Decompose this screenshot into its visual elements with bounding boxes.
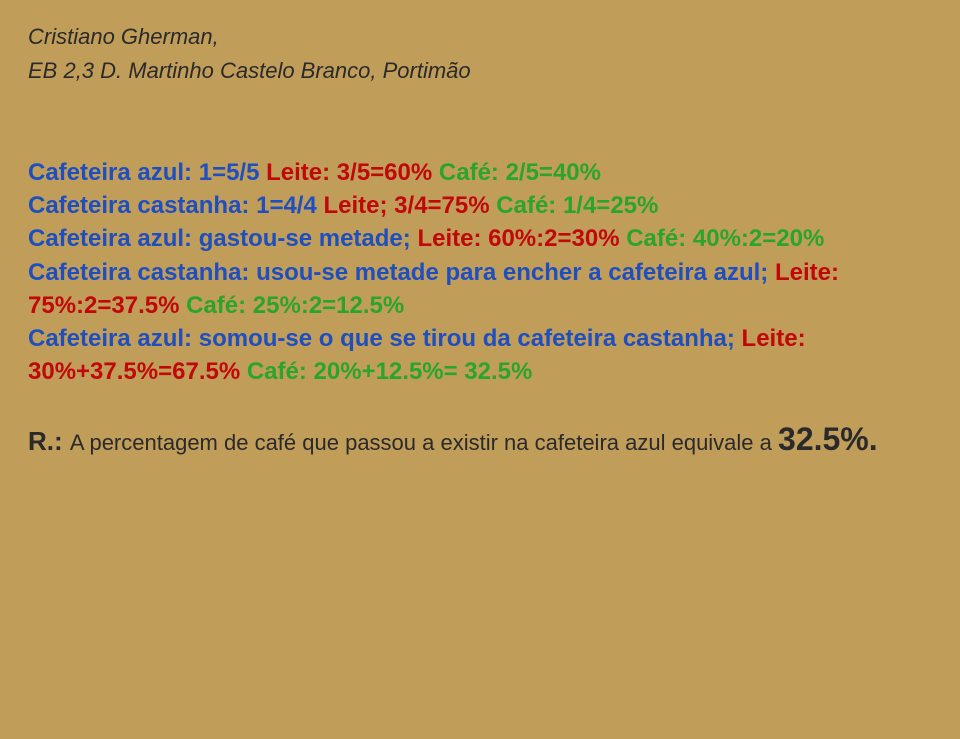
line-3: Cafeteira azul: gastou-se metade; Leite:… — [28, 222, 932, 255]
l3-blue: Cafeteira azul: gastou-se metade; — [28, 225, 417, 252]
l5-green: Café: 20%+12.5%= 32.5% — [247, 358, 533, 385]
l2-green: Café: 1/4=25% — [496, 192, 658, 219]
line-2: Cafeteira castanha: 1=4/4 Leite; 3/4=75%… — [28, 189, 932, 222]
line-4: Cafeteira castanha: usou-se metade para … — [28, 256, 932, 322]
answer-block: R.: A percentagem de café que passou a e… — [28, 416, 932, 462]
l1-blue: Cafeteira azul: 1=5/5 — [28, 159, 266, 186]
answer-text: A percentagem de café que passou a exist… — [70, 430, 778, 455]
author-school: EB 2,3 D. Martinho Castelo Branco, Porti… — [28, 54, 932, 88]
answer-result: 32.5%. — [778, 421, 878, 457]
l4-green: Café: 25%:2=12.5% — [186, 292, 404, 319]
author-name: Cristiano Gherman, — [28, 20, 932, 54]
l4-blue: Cafeteira castanha: usou-se metade para … — [28, 259, 775, 286]
line-5: Cafeteira azul: somou-se o que se tirou … — [28, 322, 932, 388]
answer-lead: R.: — [28, 426, 70, 456]
l5-blue: Cafeteira azul: somou-se o que se tirou … — [28, 325, 742, 352]
l3-green: Café: 40%:2=20% — [626, 225, 824, 252]
line-1: Cafeteira azul: 1=5/5 Leite: 3/5=60% Caf… — [28, 156, 932, 189]
l2-red: Leite; 3/4=75% — [324, 192, 497, 219]
solution-body: Cafeteira azul: 1=5/5 Leite: 3/5=60% Caf… — [28, 156, 932, 462]
l3-red: Leite: 60%:2=30% — [417, 225, 626, 252]
l2-blue: Cafeteira castanha: 1=4/4 — [28, 192, 324, 219]
l1-red: Leite: 3/5=60% — [266, 159, 439, 186]
l1-green: Café: 2/5=40% — [439, 159, 601, 186]
